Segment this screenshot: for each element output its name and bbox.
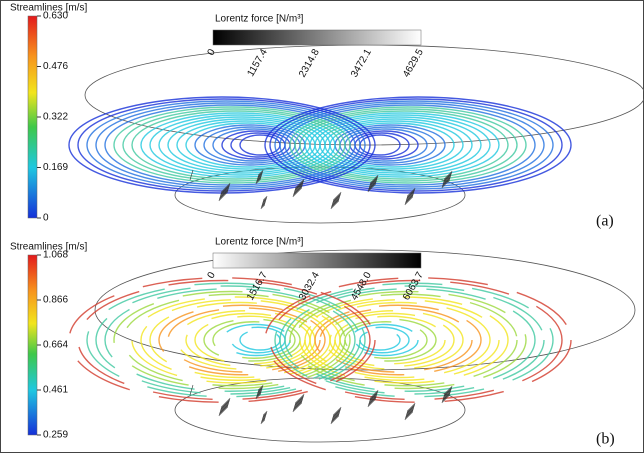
force-vector	[332, 198, 335, 208]
colorbar-tick-label: 1157.4	[245, 47, 270, 79]
streamline	[105, 289, 355, 392]
streamline	[195, 316, 305, 364]
force-vector	[221, 404, 224, 414]
colorbar-tick-label: 0	[43, 213, 49, 224]
colorbar-tick-label: 0.461	[43, 385, 68, 396]
force-vector	[336, 409, 339, 419]
streamline	[360, 330, 400, 350]
force-vector	[409, 406, 412, 416]
force-vector	[369, 396, 372, 406]
colorbar-tick-label: 0	[206, 47, 219, 58]
force-vector	[224, 401, 227, 411]
force-vector	[332, 413, 335, 423]
colorbar-tick-label: 0.169	[43, 162, 68, 173]
force-vector	[293, 402, 296, 412]
streamline	[240, 330, 280, 350]
force-vector	[335, 195, 338, 205]
force-vector	[331, 414, 334, 424]
colorbar-tick-label: 0.476	[43, 61, 68, 72]
force-vector	[412, 403, 415, 413]
force-vector	[295, 400, 298, 410]
colorbar	[28, 255, 37, 435]
force-vector	[220, 405, 223, 415]
force-vector	[331, 199, 334, 209]
force-vector	[337, 408, 340, 418]
force-vector	[261, 199, 264, 209]
force-vector	[407, 408, 410, 418]
force-vector	[263, 197, 266, 207]
force-vector	[337, 193, 340, 203]
colorbar	[213, 30, 421, 45]
force-vector	[227, 398, 230, 408]
colorbar	[28, 16, 37, 218]
force-vector	[336, 194, 339, 204]
force-vector	[405, 195, 408, 205]
force-vector	[338, 407, 341, 417]
force-vector	[411, 404, 414, 414]
force-vector	[261, 414, 264, 424]
force-vector	[297, 398, 300, 408]
force-vector	[335, 410, 338, 420]
force-vector	[407, 193, 410, 203]
force-vector	[262, 413, 265, 423]
colorbar-tick-label: 2314.8	[297, 47, 322, 79]
force-vector	[338, 192, 341, 202]
force-vector	[408, 407, 411, 417]
force-vector	[264, 411, 267, 421]
force-vector	[333, 412, 336, 422]
colorbar-tick-label: 1.068	[43, 250, 68, 261]
force-vector	[406, 409, 409, 419]
force-vector	[296, 399, 299, 409]
force-vector	[263, 412, 266, 422]
colorbar-tick-label: 0.630	[43, 11, 68, 22]
force-vector	[334, 196, 337, 206]
force-vector	[301, 394, 304, 404]
force-vector	[264, 196, 267, 206]
force-vector	[219, 406, 222, 416]
panel-label: (b)	[596, 431, 615, 448]
streamline	[285, 289, 535, 392]
colorbar-tick-label: 0.866	[43, 295, 68, 306]
colorbar-tick-label: 0.664	[43, 340, 68, 351]
streamline	[275, 101, 553, 189]
force-vector	[299, 396, 302, 406]
force-vector	[225, 400, 228, 410]
streamline	[87, 101, 365, 189]
force-vector	[294, 401, 297, 411]
force-vector	[262, 198, 265, 208]
colorbar-tick-label: 4548.0	[349, 270, 374, 302]
force-vector	[410, 405, 413, 415]
panel-label: (a)	[596, 213, 614, 230]
colorbar-tick-label: 0	[206, 270, 219, 281]
colorbar-tick-label: 0.259	[43, 430, 68, 441]
colorbar-tick-label: 3472.1	[349, 47, 374, 79]
force-vector	[222, 403, 225, 413]
force-vector	[406, 194, 409, 204]
colorbar-tick-label: 4629.5	[401, 47, 426, 79]
force-vector	[223, 402, 226, 412]
force-vector	[405, 410, 408, 420]
colorbar-title: Lorentz force [N/m³]	[215, 14, 304, 25]
force-vector	[293, 187, 296, 197]
force-vector	[226, 399, 229, 409]
colorbar-tick-label: 0.322	[43, 112, 68, 123]
frame	[1, 1, 644, 453]
figure: Streamlines [m/s]0.6300.4760.3220.1690Lo…	[0, 0, 644, 453]
streamline	[69, 278, 375, 403]
force-vector	[333, 197, 336, 207]
force-vector	[190, 385, 193, 395]
streamline	[240, 135, 280, 155]
force-vector	[334, 411, 337, 421]
force-vector	[300, 395, 303, 405]
colorbar	[213, 253, 421, 268]
force-vector	[298, 397, 301, 407]
streamline	[335, 316, 445, 364]
colorbar-title: Lorentz force [N/m³]	[215, 237, 304, 248]
